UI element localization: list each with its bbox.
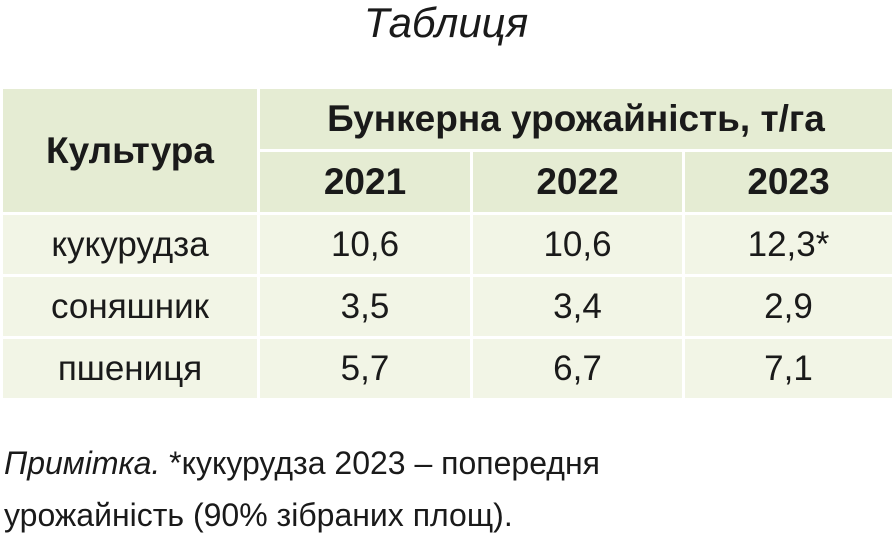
value-cell: 2,9 bbox=[684, 276, 892, 338]
data-row: кукурудза 10,6 10,6 12,3* bbox=[2, 214, 892, 276]
group-header: Бункерна урожайність, т/га bbox=[259, 88, 892, 151]
data-row: пшениця 5,7 6,7 7,1 bbox=[2, 338, 892, 400]
note: Примітка. *кукурудза 2023 – попередня ур… bbox=[4, 437, 764, 541]
value-cell: 5,7 bbox=[259, 338, 472, 400]
value-cell: 3,5 bbox=[259, 276, 472, 338]
culture-cell: пшениця bbox=[2, 338, 259, 400]
year-header: 2021 bbox=[259, 151, 472, 214]
culture-cell: кукурудза bbox=[2, 214, 259, 276]
data-row: соняшник 3,5 3,4 2,9 bbox=[2, 276, 892, 338]
value-cell: 12,3* bbox=[684, 214, 892, 276]
note-label: Примітка. bbox=[4, 445, 160, 481]
value-cell: 10,6 bbox=[259, 214, 472, 276]
table-title: Таблиця bbox=[0, 0, 892, 46]
value-cell: 3,4 bbox=[472, 276, 684, 338]
year-header: 2023 bbox=[684, 151, 892, 214]
header-row: Культура Бункерна урожайність, т/га bbox=[2, 88, 892, 151]
value-cell: 10,6 bbox=[472, 214, 684, 276]
culture-cell: соняшник bbox=[2, 276, 259, 338]
culture-header: Культура bbox=[2, 88, 259, 214]
value-cell: 7,1 bbox=[684, 338, 892, 400]
value-cell: 6,7 bbox=[472, 338, 684, 400]
yield-table: Культура Бункерна урожайність, т/га 2021… bbox=[0, 86, 892, 401]
year-header: 2022 bbox=[472, 151, 684, 214]
